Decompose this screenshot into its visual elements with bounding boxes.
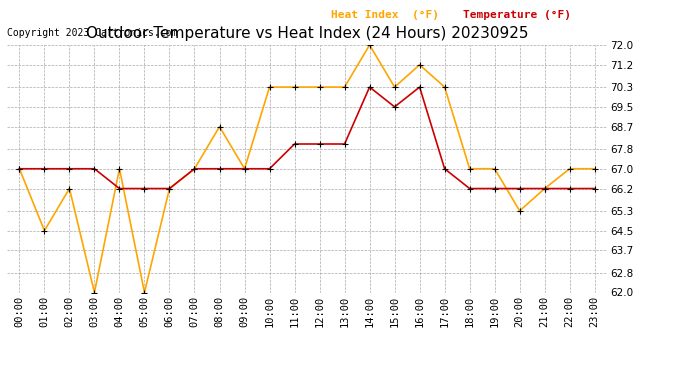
- Title: Outdoor Temperature vs Heat Index (24 Hours) 20230925: Outdoor Temperature vs Heat Index (24 Ho…: [86, 26, 529, 41]
- Text: Heat Index  (°F): Heat Index (°F): [331, 10, 439, 20]
- Text: Copyright 2023 Cartronics.com: Copyright 2023 Cartronics.com: [7, 28, 177, 38]
- Text: Temperature (°F): Temperature (°F): [463, 10, 571, 20]
